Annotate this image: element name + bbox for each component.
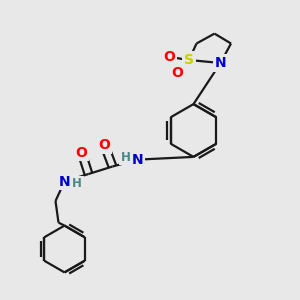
Text: N: N bbox=[215, 56, 226, 70]
Text: H: H bbox=[72, 177, 82, 190]
Text: S: S bbox=[184, 53, 194, 67]
Text: H: H bbox=[121, 151, 131, 164]
Text: O: O bbox=[164, 50, 175, 64]
Text: O: O bbox=[171, 66, 183, 80]
Text: O: O bbox=[98, 138, 110, 152]
Text: O: O bbox=[75, 146, 87, 160]
Text: N: N bbox=[59, 175, 70, 188]
Text: N: N bbox=[132, 153, 144, 166]
